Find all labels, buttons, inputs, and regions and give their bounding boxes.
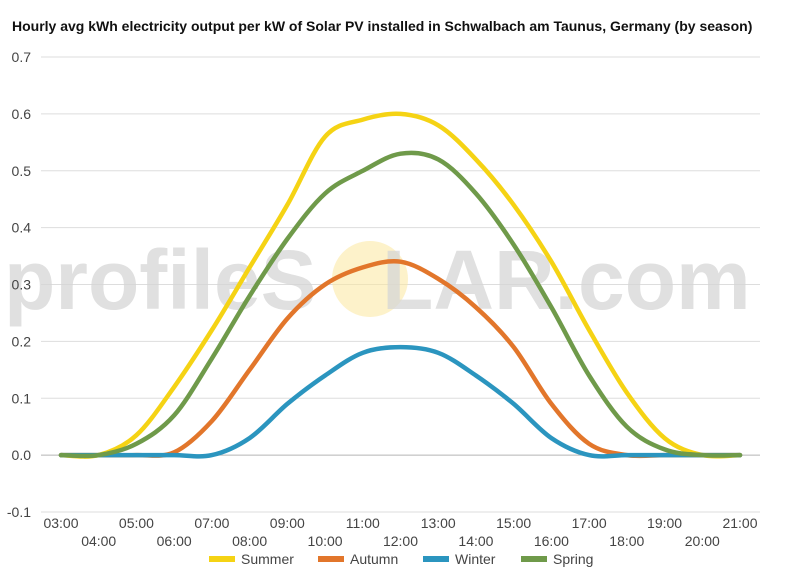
legend-label: Spring (553, 551, 593, 567)
x-tick-label: 04:00 (81, 533, 116, 549)
y-tick-label: 0.4 (12, 220, 32, 236)
y-axis-ticks: -0.1 0.0 0.1 0.2 0.3 0.4 0.5 0.6 0.7 (7, 49, 31, 520)
y-tick-label: 0.1 (12, 390, 32, 406)
y-tick-label: 0.2 (12, 333, 32, 349)
legend-label: Autumn (350, 551, 398, 567)
x-tick-label: 13:00 (421, 515, 456, 531)
chart-title: Hourly avg kWh electricity output per kW… (12, 18, 753, 34)
watermark-text: profileSOLAR.com (4, 233, 751, 327)
x-tick-label: 16:00 (534, 533, 569, 549)
series-lines (58, 111, 743, 459)
x-tick-label: 03:00 (43, 515, 78, 531)
y-tick-label: 0.6 (12, 106, 32, 122)
series-line-winter (58, 344, 743, 459)
series-line-summer (58, 111, 743, 459)
legend-item-summer: Summer (209, 551, 294, 567)
x-tick-label: 10:00 (308, 533, 343, 549)
legend-item-winter: Winter (423, 551, 496, 567)
x-tick-label: 11:00 (346, 515, 380, 531)
legend-label: Winter (455, 551, 496, 567)
series-line-spring (58, 150, 743, 459)
legend-item-spring: Spring (521, 551, 593, 567)
x-tick-label: 20:00 (685, 533, 720, 549)
x-tick-label: 15:00 (496, 515, 531, 531)
legend-item-autumn: Autumn (318, 551, 398, 567)
x-tick-label: 05:00 (119, 515, 154, 531)
y-tick-label: 0.3 (12, 277, 32, 293)
x-tick-label: 18:00 (609, 533, 644, 549)
watermark-sun-letter: O (317, 233, 382, 327)
y-tick-label: 0.7 (12, 49, 32, 65)
x-tick-label: 07:00 (194, 515, 229, 531)
x-tick-label: 06:00 (157, 533, 192, 549)
x-tick-label: 17:00 (572, 515, 607, 531)
legend: Summer Autumn Winter Spring (209, 551, 593, 567)
watermark-prefix: profileS (4, 233, 317, 327)
x-tick-label: 09:00 (270, 515, 305, 531)
y-tick-label: 0.5 (12, 163, 32, 179)
legend-label: Summer (241, 551, 294, 567)
y-tick-label: 0.0 (12, 447, 32, 463)
watermark: profileSOLAR.com (4, 233, 751, 327)
x-tick-label: 12:00 (383, 533, 418, 549)
y-tick-label: -0.1 (7, 504, 31, 520)
x-tick-label: 19:00 (647, 515, 682, 531)
x-tick-label: 14:00 (458, 533, 493, 549)
x-tick-label: 08:00 (232, 533, 267, 549)
x-axis-ticks: 03:0004:0005:0006:0007:0008:0009:0010:00… (43, 515, 757, 549)
x-tick-label: 21:00 (722, 515, 757, 531)
